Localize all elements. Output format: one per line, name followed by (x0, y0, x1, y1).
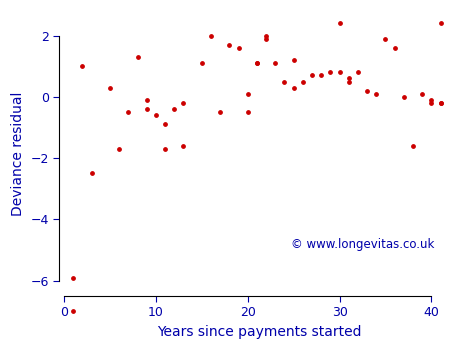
Point (354, 70, 361, 75)
Point (70, 275, 77, 280)
Point (437, 21, 444, 26)
Point (272, 60, 279, 66)
Point (115, 146, 123, 152)
Point (244, 91, 251, 97)
Point (143, 106, 150, 112)
Point (235, 45, 242, 51)
Point (437, 100, 444, 106)
Point (152, 112, 160, 118)
Point (290, 57, 298, 63)
Point (327, 70, 334, 75)
Point (262, 33, 270, 38)
Point (161, 146, 169, 152)
Point (244, 109, 251, 115)
Point (180, 143, 187, 149)
Point (382, 36, 389, 41)
Point (400, 94, 407, 100)
Point (226, 42, 233, 48)
Point (262, 36, 270, 41)
Point (290, 85, 298, 90)
Point (428, 100, 435, 106)
Point (253, 60, 261, 66)
Point (391, 45, 399, 51)
Point (171, 106, 178, 112)
Point (345, 79, 352, 84)
Point (143, 97, 150, 103)
Point (363, 88, 371, 93)
Point (299, 79, 306, 84)
Point (373, 91, 380, 97)
Point (88, 170, 95, 176)
Point (437, 100, 444, 106)
Point (336, 21, 343, 26)
Point (198, 60, 205, 66)
Point (134, 54, 141, 60)
Point (336, 70, 343, 75)
Point (281, 79, 288, 84)
Point (317, 72, 325, 78)
Point (253, 60, 261, 66)
Point (207, 33, 215, 38)
Point (78, 63, 86, 69)
Point (70, 308, 77, 314)
Y-axis label: Deviance residual: Deviance residual (11, 91, 25, 216)
Point (216, 109, 224, 115)
Point (428, 97, 435, 103)
Point (106, 85, 114, 90)
Point (180, 100, 187, 106)
Point (308, 72, 316, 78)
Point (418, 91, 426, 97)
Point (125, 109, 132, 115)
Point (161, 121, 169, 127)
Text: © www.longevitas.co.uk: © www.longevitas.co.uk (291, 238, 434, 251)
X-axis label: Years since payments started: Years since payments started (157, 325, 361, 339)
Point (345, 76, 352, 81)
Point (409, 143, 417, 149)
